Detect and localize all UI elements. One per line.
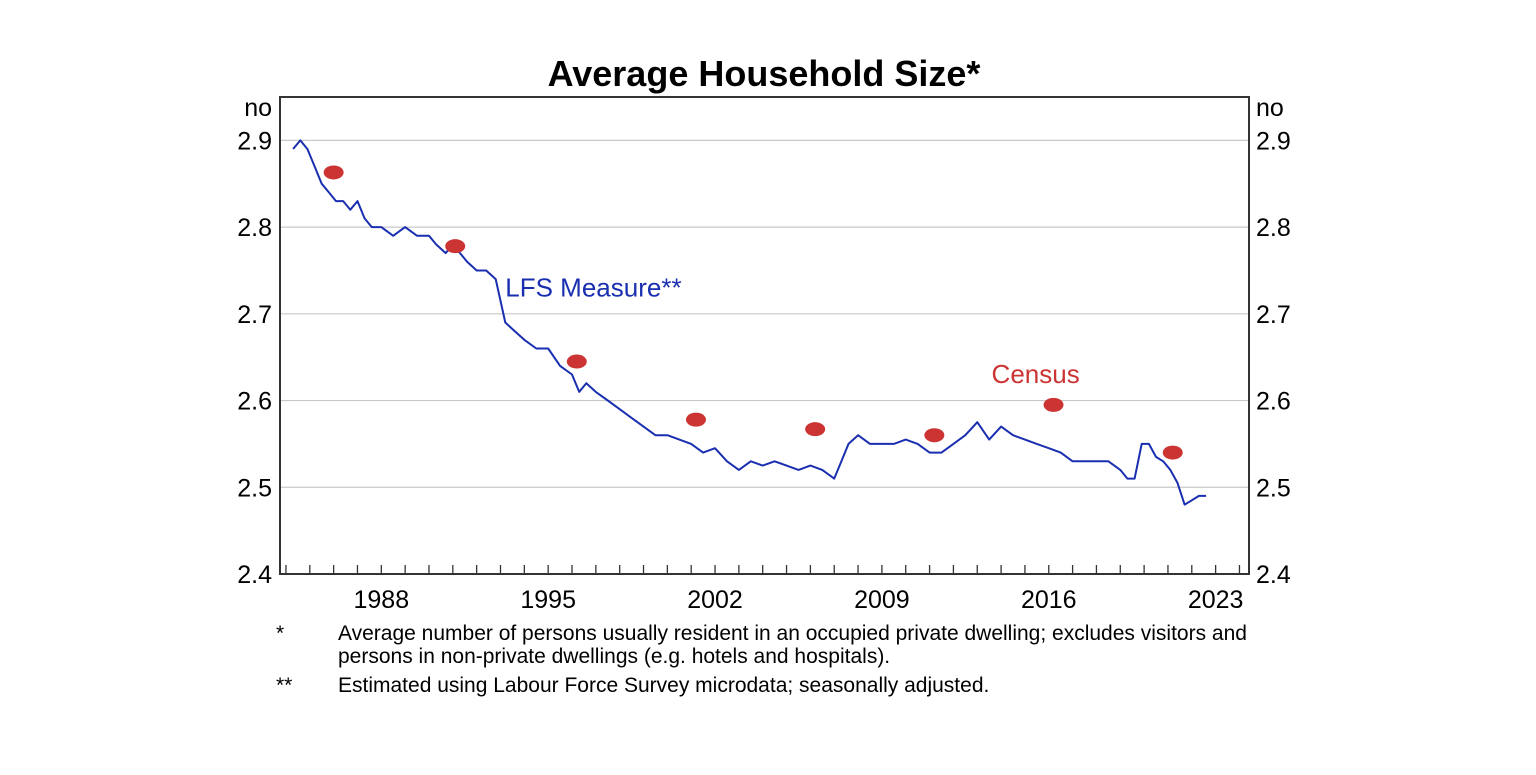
- y-tick-label-left: 2.9: [237, 127, 272, 155]
- y-unit-right: no: [1256, 94, 1284, 122]
- x-axis-ticks: 1988 1995 2002 2009 2016 2023: [285, 565, 1244, 614]
- plot-frame: [279, 96, 1250, 575]
- y-tick-label-left: 2.8: [237, 214, 272, 242]
- y-tick-label-left: 2.6: [237, 388, 272, 416]
- x-tick-label: 2002: [687, 586, 743, 614]
- footnote-text: Estimated using Labour Force Survey micr…: [338, 674, 990, 697]
- series-annotation: Census: [992, 359, 1080, 389]
- y-tick-label-left: 2.7: [237, 301, 272, 329]
- lfs-measure-line: [292, 139, 1207, 506]
- census-point: [924, 428, 945, 443]
- footnote-row: ** Estimated using Labour Force Survey m…: [276, 674, 1256, 697]
- census-point: [1162, 445, 1183, 460]
- y-axis-ticks: 2.4 2.4 2.5 2.5 2.6 2.6 2.7 2.7 2.8 2.8 2.9 2.9: [237, 127, 1291, 589]
- census-point: [323, 165, 344, 180]
- gridlines: [280, 139, 1249, 488]
- series-layer: [292, 139, 1207, 506]
- census-points: [323, 165, 1183, 460]
- average-household-size-chart: Average Household Size* no no 2.4 2.42.5 2…: [237, 53, 1291, 614]
- y-unit-left: no: [244, 94, 272, 122]
- series-annotation: LFS Measure**: [505, 272, 681, 302]
- footnotes: * Average number of persons usually resi…: [276, 622, 1256, 703]
- x-tick-label: 1988: [353, 586, 409, 614]
- y-tick-label-right: 2.8: [1256, 214, 1291, 242]
- chart-title: Average Household Size*: [548, 53, 981, 94]
- footnote-marker: **: [276, 674, 293, 697]
- series-annotations: LFS Measure** Census: [505, 272, 1079, 389]
- x-tick-label: 1995: [520, 586, 576, 614]
- x-tick-label: 2023: [1188, 586, 1244, 614]
- census-point: [566, 354, 587, 369]
- census-point: [685, 412, 706, 427]
- census-point: [805, 422, 826, 437]
- y-tick-label-right: 2.7: [1256, 301, 1291, 329]
- footnote-marker: *: [276, 622, 285, 645]
- y-tick-label-left: 2.4: [237, 561, 272, 589]
- footnote-row: * Average number of persons usually resi…: [276, 622, 1256, 668]
- y-tick-label-right: 2.9: [1256, 127, 1291, 155]
- y-tick-label-right: 2.5: [1256, 474, 1291, 502]
- y-tick-label-left: 2.5: [237, 474, 272, 502]
- census-point: [1043, 397, 1064, 412]
- y-tick-label-right: 2.4: [1256, 561, 1291, 589]
- x-tick-label: 2016: [1021, 586, 1077, 614]
- y-tick-label-right: 2.6: [1256, 388, 1291, 416]
- x-tick-label: 2009: [854, 586, 910, 614]
- footnote-text: Average number of persons usually reside…: [338, 622, 1247, 668]
- census-point: [445, 239, 466, 254]
